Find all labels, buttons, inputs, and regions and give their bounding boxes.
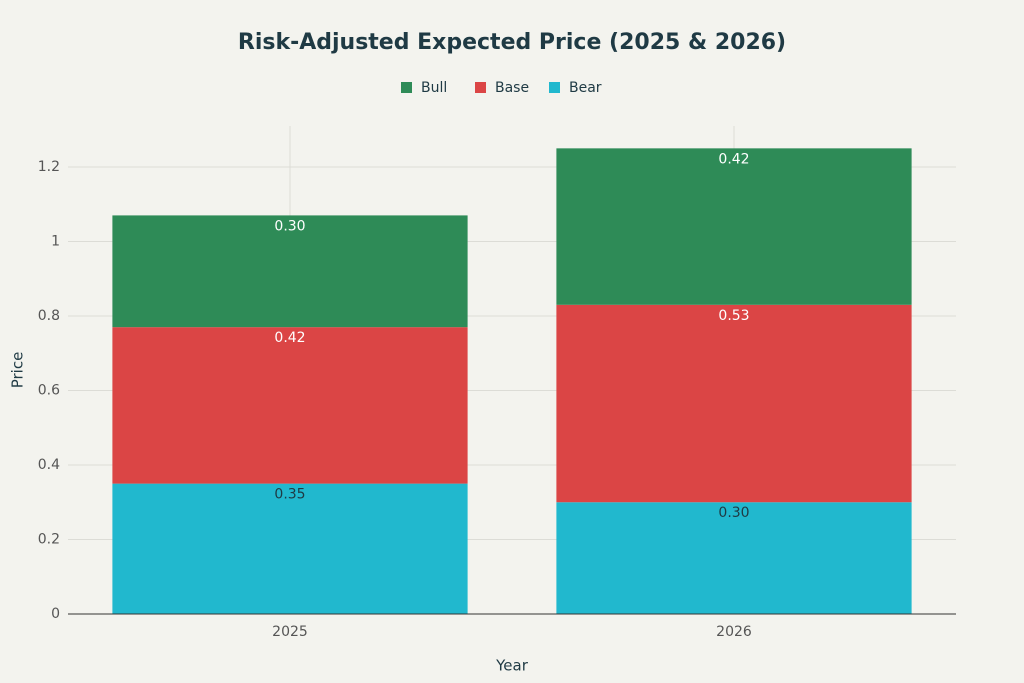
legend-swatch — [475, 82, 486, 93]
y-tick-label: 0.6 — [38, 382, 60, 398]
bar-segment — [112, 483, 468, 614]
x-tick-label: 2026 — [716, 624, 752, 640]
x-axis-title: Year — [495, 657, 529, 675]
legend-label: Bull — [421, 80, 447, 96]
y-tick-label: 0.2 — [38, 531, 60, 547]
bar-segment — [112, 327, 468, 484]
legend-label: Base — [495, 80, 529, 96]
y-tick-label: 1 — [51, 233, 60, 249]
x-tick-label: 2025 — [272, 624, 308, 640]
bar-segment — [556, 304, 912, 503]
data-label: 0.42 — [274, 330, 305, 346]
legend-swatch — [549, 82, 560, 93]
bar-segment — [556, 502, 912, 614]
y-axis-title: Price — [9, 352, 27, 389]
y-tick-label: 1.2 — [38, 159, 60, 175]
data-label: 0.53 — [718, 308, 749, 324]
legend-label: Bear — [569, 80, 602, 96]
y-tick-label: 0.8 — [38, 308, 60, 324]
data-label: 0.30 — [718, 505, 749, 521]
data-label: 0.42 — [718, 151, 749, 167]
y-tick-label: 0 — [51, 606, 60, 622]
data-label: 0.30 — [274, 218, 305, 234]
data-label: 0.35 — [274, 487, 305, 503]
y-tick-label: 0.4 — [38, 457, 60, 473]
bar-segment — [556, 148, 912, 305]
legend-swatch — [401, 82, 412, 93]
bar-segment — [112, 215, 468, 328]
chart-title: Risk-Adjusted Expected Price (2025 & 202… — [238, 30, 786, 55]
